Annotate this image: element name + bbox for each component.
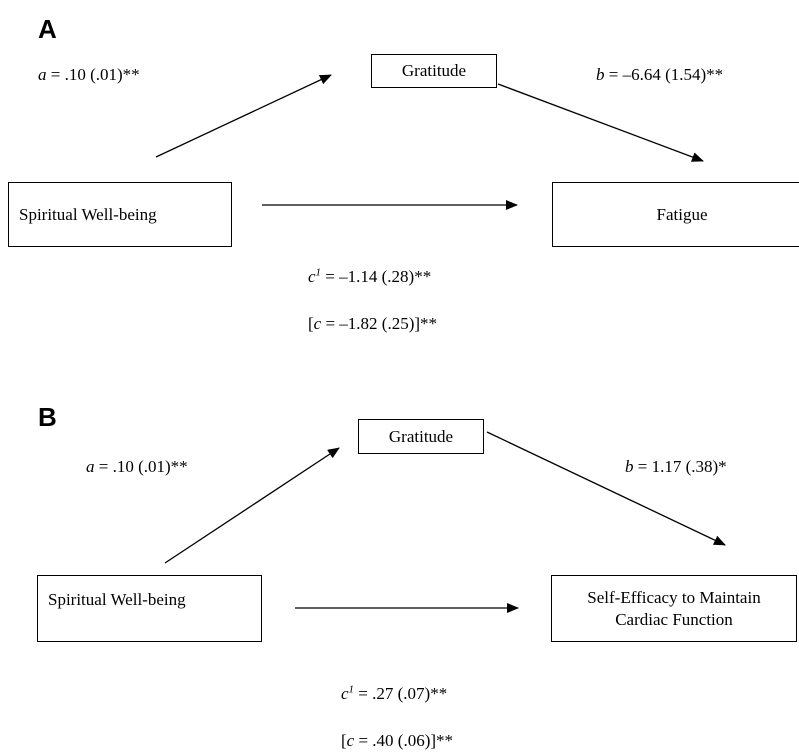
panel-b-path-c-total-label: [c = .40 (.06)]** — [341, 732, 453, 749]
panel-a-path-c-total-value: = –1.82 (.25)]** — [321, 314, 438, 333]
panel-a-path-a-value: = .10 (.01)** — [46, 65, 140, 84]
panel-b-path-b-arrow — [486, 431, 726, 546]
panel-b-mediator-box: Gratitude — [358, 419, 484, 454]
panel-a-path-c-total-prefix: [ — [308, 314, 314, 333]
panel-b-path-c-prime-symbol: c — [341, 684, 349, 703]
panel-a-path-c-total-symbol: c — [313, 314, 322, 333]
panel-a-outcome-box: Fatigue — [552, 182, 799, 247]
panel-b-path-c-total-symbol: c — [346, 731, 355, 750]
panel-a-path-c-prime-superscript: 1 — [315, 266, 322, 279]
panel-b-path-c-total-prefix: [ — [341, 731, 347, 750]
panel-a-predictor-label: Spiritual Well-being — [19, 204, 157, 224]
panel-a-path-a-symbol: a — [38, 65, 47, 84]
panel-b-predictor-box: Spiritual Well-being — [37, 575, 262, 642]
panel-a-outcome-label: Fatigue — [656, 204, 708, 224]
panel-b-path-b-symbol: b — [625, 457, 634, 476]
panel-b-path-c-prime-value: = .27 (.07)** — [354, 684, 448, 703]
panel-a-path-a-arrow — [155, 74, 332, 158]
panel-b-path-c-total-value: = .40 (.06)]** — [354, 731, 454, 750]
panel-b-outcome-box: Self-Efficacy to Maintain Cardiac Functi… — [551, 575, 797, 642]
panel-a-path-b-symbol: b — [596, 65, 605, 84]
panel-a-path-c-prime-value: = –1.14 (.28)** — [321, 267, 432, 286]
panel-a-predictor-box: Spiritual Well-being — [8, 182, 232, 247]
panel-a-letter: A — [38, 14, 57, 44]
panel-b-path-a-label: a = .10 (.01)** — [86, 458, 188, 475]
panel-b-path-a-symbol: a — [86, 457, 95, 476]
panel-a-path-c-prime-label: c1 = –1.14 (.28)** — [308, 266, 432, 286]
panel-a-path-b-value: = –6.64 (1.54)** — [604, 65, 724, 84]
panel-a-path-b-arrow — [497, 83, 704, 162]
panel-a-mediator-label: Gratitude — [401, 61, 467, 81]
panel-b-mediator-label: Gratitude — [388, 426, 454, 446]
panel-a-path-b-label: b = –6.64 (1.54)** — [596, 66, 723, 83]
panel-a-path-a-label: a = .10 (.01)** — [38, 66, 140, 83]
panel-b-path-c-prime-superscript: 1 — [348, 683, 355, 696]
panel-b-path-a-value: = .10 (.01)** — [94, 457, 188, 476]
panel-b-outcome-label-line2: Cardiac Function — [615, 609, 733, 629]
panel-b-path-c-prime-label: c1 = .27 (.07)** — [341, 683, 448, 703]
panel-b-outcome-label-line1: Self-Efficacy to Maintain — [587, 588, 761, 608]
panel-b-path-b-value: = 1.17 (.38)* — [633, 457, 727, 476]
panel-a-path-c-total-label: [c = –1.82 (.25)]** — [308, 315, 437, 332]
panel-a-path-c-prime-symbol: c — [308, 267, 316, 286]
panel-b-path-b-label: b = 1.17 (.38)* — [625, 458, 727, 475]
panel-b-path-a-arrow — [164, 447, 340, 564]
panel-a-mediator-box: Gratitude — [371, 54, 497, 88]
panel-b-letter: B — [38, 402, 57, 432]
panel-b-predictor-label: Spiritual Well-being — [48, 589, 186, 609]
